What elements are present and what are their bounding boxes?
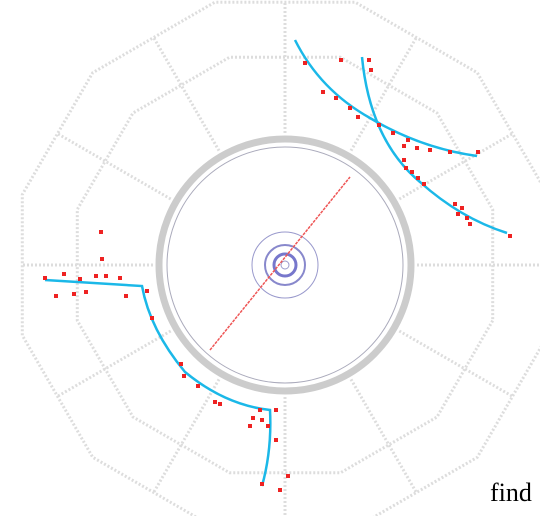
detector: [22, 2, 540, 516]
hit: [286, 474, 290, 478]
page: find (() => { const data = JSON.parse(do…: [0, 0, 540, 516]
spoke: [399, 331, 512, 396]
hit: [100, 257, 104, 261]
hit: [468, 222, 472, 226]
hit: [448, 150, 452, 154]
event-display: [0, 0, 540, 516]
hit: [321, 90, 325, 94]
hit: [54, 294, 58, 298]
hit: [508, 234, 512, 238]
hit: [453, 202, 457, 206]
hit: [274, 438, 278, 442]
hit: [377, 123, 381, 127]
hit: [179, 362, 183, 366]
hit: [460, 206, 464, 210]
hit: [406, 138, 410, 142]
hit: [348, 106, 352, 110]
hit: [118, 276, 122, 280]
hit: [150, 316, 154, 320]
hit: [266, 424, 270, 428]
hit: [476, 150, 480, 154]
hit: [339, 58, 343, 62]
hit: [99, 230, 103, 234]
hit: [94, 274, 98, 278]
hit: [72, 292, 76, 296]
hit: [369, 68, 373, 72]
hit: [416, 176, 420, 180]
hit: [213, 400, 217, 404]
hit: [410, 170, 414, 174]
spoke: [351, 379, 416, 492]
hit: [260, 482, 264, 486]
hit: [251, 416, 255, 420]
hit: [258, 408, 262, 412]
caption: find: [490, 478, 532, 508]
hit: [391, 131, 395, 135]
hit: [404, 166, 408, 170]
hit: [402, 144, 406, 148]
hit: [84, 290, 88, 294]
hit: [43, 276, 47, 280]
hit: [334, 96, 338, 100]
hit: [196, 384, 200, 388]
hit: [182, 374, 186, 378]
hit: [415, 146, 419, 150]
hit: [456, 212, 460, 216]
spoke: [58, 134, 171, 199]
outer-dodecagon: [22, 2, 540, 516]
calorimeter-ring: [159, 139, 411, 391]
hit: [278, 488, 282, 492]
hit: [248, 424, 252, 428]
vertex-ring: [252, 232, 318, 298]
hit: [218, 402, 222, 406]
hit: [274, 408, 278, 412]
vertex-ring: [274, 254, 296, 276]
hit: [260, 418, 264, 422]
spoke: [154, 38, 219, 151]
hit: [104, 274, 108, 278]
red-track: [210, 177, 350, 350]
hit: [303, 61, 307, 65]
hit: [145, 289, 149, 293]
hit: [356, 115, 360, 119]
hit: [124, 294, 128, 298]
hit: [465, 216, 469, 220]
hit: [422, 182, 426, 186]
hit: [78, 277, 82, 281]
tracks: [45, 40, 507, 486]
vertex-ring: [265, 245, 305, 285]
tracker-ring: [167, 147, 403, 383]
hit: [428, 148, 432, 152]
hit: [367, 58, 371, 62]
vertex-ring: [281, 261, 289, 269]
hit: [402, 158, 406, 162]
hit: [62, 272, 66, 276]
